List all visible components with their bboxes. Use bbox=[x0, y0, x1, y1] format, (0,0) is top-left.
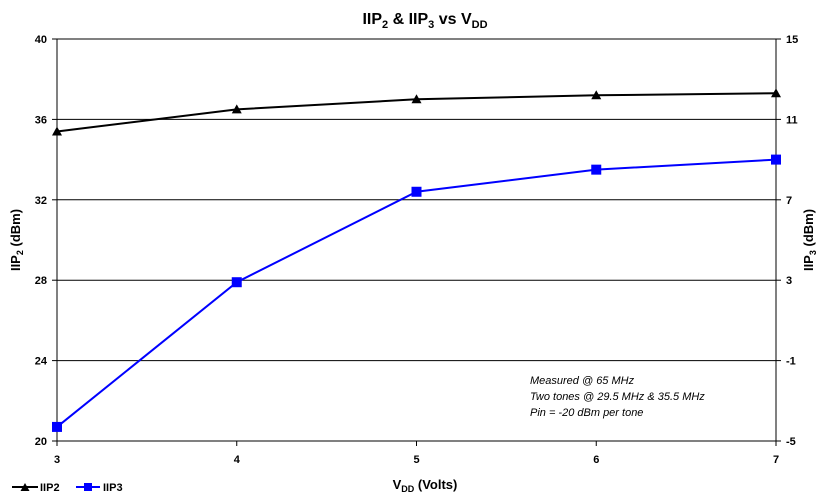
data-point-iip3 bbox=[411, 186, 422, 197]
y-left-tick-label: 40 bbox=[35, 34, 47, 46]
x-tick-label: 3 bbox=[54, 454, 60, 466]
y-right-axis-title: IIP3 (dBm) bbox=[801, 209, 818, 271]
legend-item-iip2: IIP2 bbox=[12, 482, 60, 494]
annotation-line-1: Measured @ 65 MHz bbox=[530, 375, 635, 387]
y-left-tick-labels: 20 24 28 32 36 40 bbox=[35, 34, 48, 448]
legend-marker-iip2 bbox=[20, 483, 30, 491]
data-point-iip3 bbox=[231, 277, 242, 288]
x-tick-label: 5 bbox=[413, 454, 419, 466]
legend-label-iip2: IIP2 bbox=[40, 482, 60, 494]
data-point-iip2 bbox=[231, 104, 242, 114]
data-point-iip2 bbox=[52, 126, 62, 136]
y-left-tick-label: 24 bbox=[35, 356, 48, 368]
y-right-tick-label: 15 bbox=[786, 34, 798, 46]
series-group bbox=[52, 88, 781, 432]
y-left-tick-label: 36 bbox=[35, 114, 47, 126]
data-point-iip3 bbox=[591, 164, 602, 175]
chart-title: IIP2 & IIP3 vs VDD bbox=[362, 11, 487, 31]
y-left-tick-label: 32 bbox=[35, 195, 47, 207]
y-right-tick-label: -5 bbox=[786, 436, 796, 448]
y-right-tick-label: -1 bbox=[786, 356, 796, 368]
legend: IIP2 IIP3 bbox=[12, 482, 123, 494]
data-point-iip2 bbox=[771, 88, 781, 98]
annotation: Measured @ 65 MHz Two tones @ 29.5 MHz &… bbox=[530, 375, 705, 419]
data-point-iip2 bbox=[411, 94, 422, 104]
tick-marks bbox=[52, 38, 781, 446]
y-left-axis-title: IIP2 (dBm) bbox=[8, 209, 25, 271]
y-left-tick-label: 28 bbox=[35, 275, 47, 287]
x-axis-title: VDD (Volts) bbox=[393, 477, 458, 494]
legend-item-iip3: IIP3 bbox=[76, 482, 123, 494]
x-tick-labels: 3 4 5 6 7 bbox=[54, 454, 779, 466]
grid-lines bbox=[57, 118, 776, 362]
annotation-line-2: Two tones @ 29.5 MHz & 35.5 MHz bbox=[530, 391, 705, 403]
data-point-iip3 bbox=[771, 154, 781, 165]
data-point-iip3 bbox=[52, 421, 62, 432]
y-right-tick-labels: -5 -1 3 7 11 15 bbox=[786, 34, 798, 448]
legend-label-iip3: IIP3 bbox=[103, 482, 123, 494]
annotation-line-3: Pin = -20 dBm per tone bbox=[530, 407, 643, 419]
y-left-tick-label: 20 bbox=[35, 436, 47, 448]
y-right-tick-label: 11 bbox=[786, 114, 798, 126]
y-right-tick-label: 3 bbox=[786, 275, 792, 287]
data-point-iip2 bbox=[591, 90, 602, 100]
y-right-tick-label: 7 bbox=[786, 195, 792, 207]
legend-marker-iip3 bbox=[84, 483, 92, 491]
x-tick-label: 7 bbox=[773, 454, 779, 466]
x-tick-label: 4 bbox=[234, 454, 241, 466]
x-tick-label: 6 bbox=[593, 454, 599, 466]
